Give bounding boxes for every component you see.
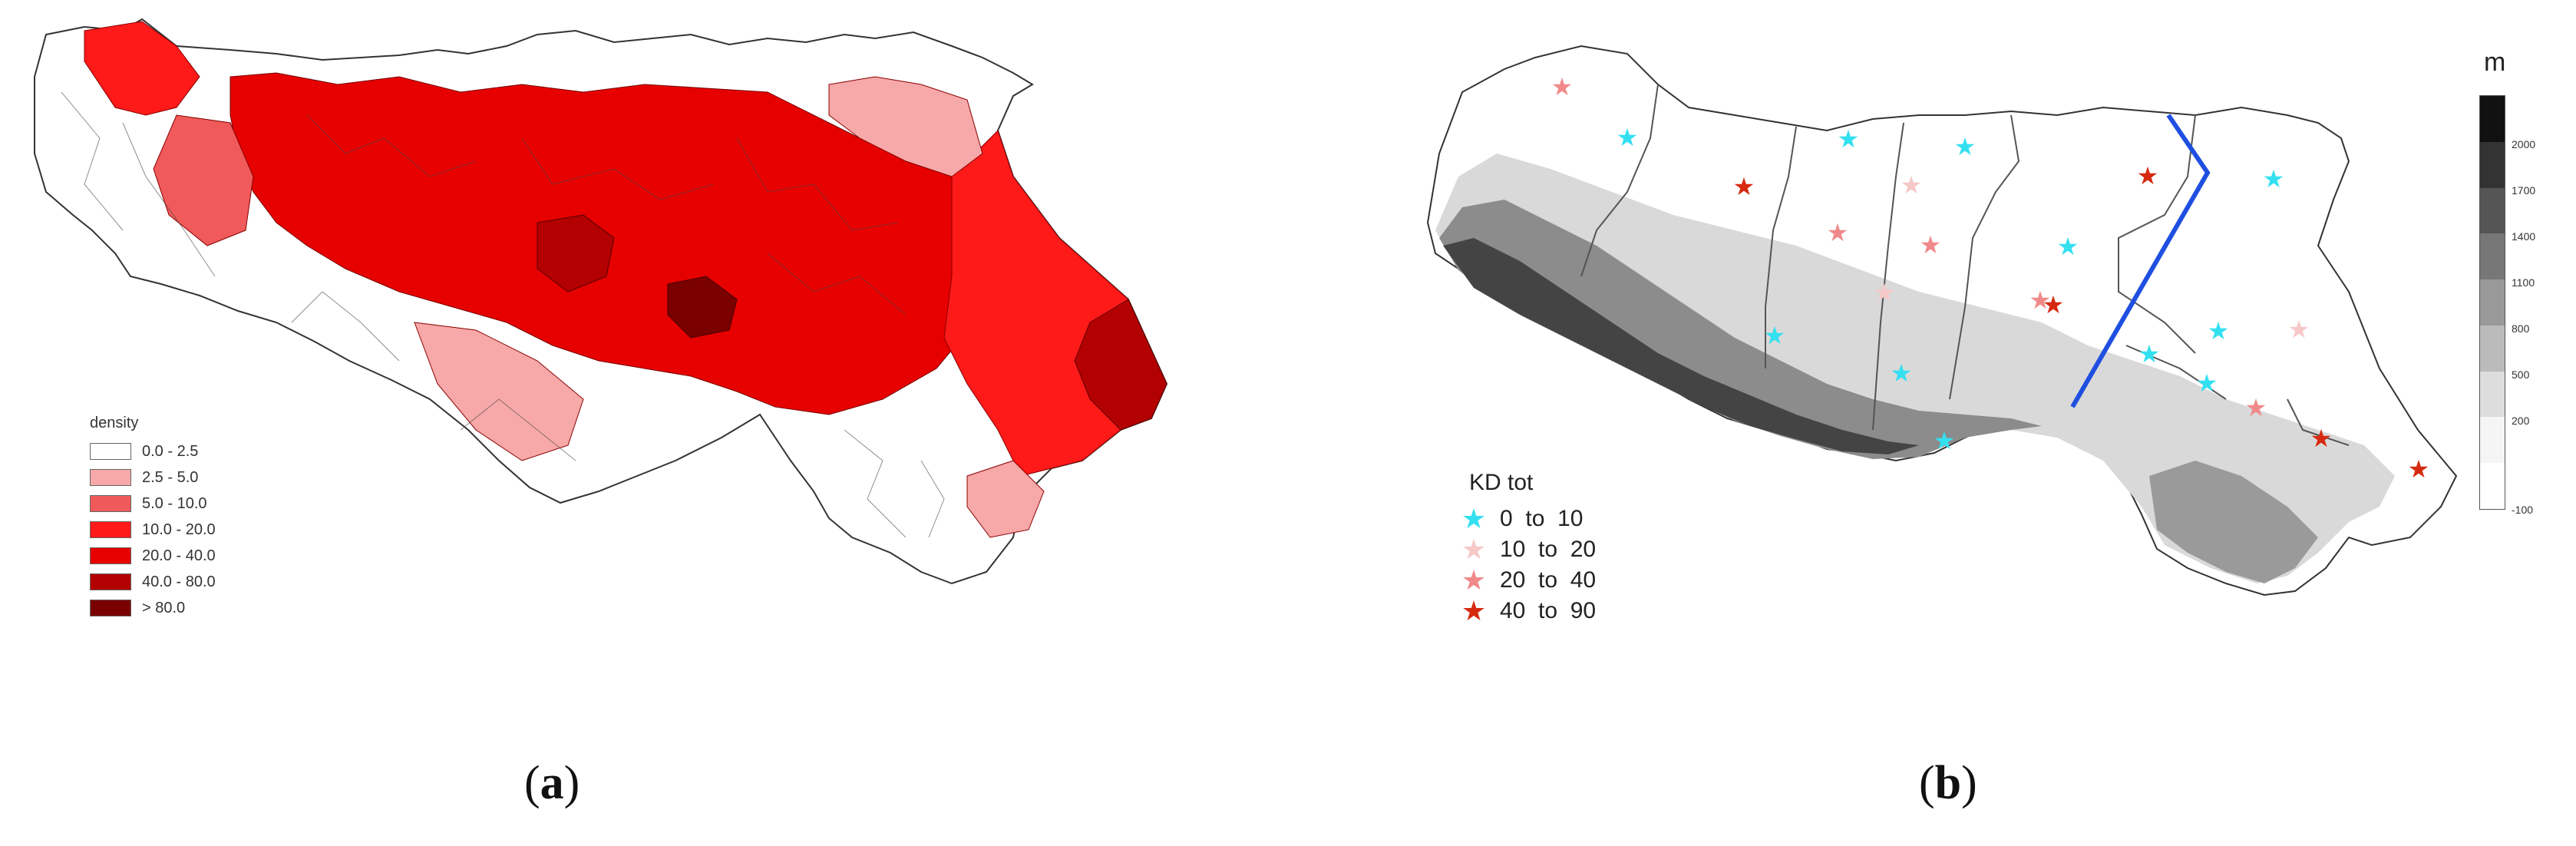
legend-label: > 80.0: [142, 599, 186, 616]
density-zone-northeast-pink: [828, 76, 983, 177]
legend-item: ★ 0 to 10: [1458, 504, 1596, 534]
legend-swatch: [90, 573, 131, 590]
legend-swatch: [90, 521, 131, 538]
star-marker: ★: [1901, 170, 1923, 200]
legend-label: 0 to 10: [1500, 506, 1584, 531]
legend-label: 10 to 20: [1500, 537, 1597, 562]
star-marker: ★: [1733, 172, 1755, 201]
terrain-southeast-band: [2149, 461, 2318, 583]
legend-label: 0.0 - 2.5: [142, 442, 199, 460]
scale-tick: 500: [2512, 368, 2530, 381]
legend-label: 20 to 40: [1500, 567, 1597, 593]
star-marker: ★: [1617, 123, 1639, 152]
density-legend: density 0.0 - 2.5 2.5 - 5.0 5.0 - 10.0 1…: [90, 415, 216, 621]
star-marker: ★: [1874, 278, 1896, 307]
scale-tick: 1100: [2512, 276, 2535, 289]
terrain-dark-band: [1443, 238, 1919, 454]
star-icon: ★: [1461, 564, 1487, 596]
legend-item: > 80.0: [90, 595, 216, 621]
scale-tick: 1400: [2512, 230, 2536, 243]
density-zone-peak-2: [667, 276, 738, 339]
terrain-mid-band: [1439, 200, 2042, 459]
legend-item: 0.0 - 2.5: [90, 438, 216, 464]
density-choropleth-map: [34, 18, 1168, 585]
scale-tick: 1700: [2512, 184, 2536, 197]
kd-legend-title: KD tot: [1469, 470, 1534, 495]
legend-swatch: [90, 495, 131, 512]
star-marker: ★: [2288, 315, 2310, 344]
scale-tick: 2000: [2512, 138, 2536, 150]
blue-divider-line: [2070, 114, 2211, 408]
star-marker: ★: [1934, 426, 1956, 455]
star-marker: ★: [2196, 368, 2218, 398]
star-marker: ★: [1827, 218, 1849, 247]
legend-label: 20.0 - 40.0: [142, 547, 216, 564]
legend-item: 5.0 - 10.0: [90, 491, 216, 517]
caption-a-letter: a: [540, 757, 564, 809]
caption-a: (a): [524, 757, 580, 809]
elevation-map: ★ ★ ★ ★ ★ ★ ★ ★ ★ ★ ★ ★ ★ ★ ★ ★ ★ ★ ★ ★ …: [1426, 45, 2458, 596]
scale-tick: -100: [2512, 504, 2534, 516]
star-marker: ★: [2408, 454, 2430, 484]
density-zone-west: [84, 21, 200, 116]
legend-item: ★ 20 to 40: [1458, 565, 1596, 596]
legend-label: 10.0 - 20.0: [142, 520, 216, 538]
star-marker: ★: [1838, 124, 1860, 154]
star-icon: ★: [1461, 595, 1487, 626]
caption-b: (b): [1919, 757, 1977, 809]
legend-item: ★ 40 to 90: [1458, 596, 1596, 626]
legend-item: 20.0 - 40.0: [90, 543, 216, 569]
legend-label: 2.5 - 5.0: [142, 468, 199, 486]
legend-label: 40.0 - 80.0: [142, 573, 216, 590]
star-marker: ★: [2138, 339, 2161, 368]
legend-label: 40 to 90: [1500, 598, 1597, 623]
legend-item: 2.5 - 5.0: [90, 464, 216, 491]
province-boundaries: [1580, 84, 2350, 446]
scale-tick: 200: [2512, 415, 2530, 427]
star-marker: ★: [2043, 290, 2065, 319]
star-marker: ★: [2310, 424, 2333, 453]
star-marker: ★: [2263, 164, 2285, 193]
star-marker: ★: [1891, 359, 1913, 388]
star-marker: ★: [2029, 286, 2052, 315]
elevation-scale: m 2000 1700 1400 1100 800 500 200 -100: [2479, 48, 2571, 516]
star-marker: ★: [2245, 393, 2267, 422]
elevation-colorbar: [2479, 95, 2505, 510]
star-icon: ★: [1461, 503, 1487, 534]
legend-item: 10.0 - 20.0: [90, 517, 216, 543]
star-icon: ★: [1461, 534, 1487, 565]
density-map-panel: density 0.0 - 2.5 2.5 - 5.0 5.0 - 10.0 1…: [0, 0, 1197, 846]
density-zone-southeast-pink: [966, 460, 1045, 538]
density-legend-title: density: [90, 415, 139, 431]
legend-swatch: [90, 469, 131, 486]
star-marker: ★: [1764, 321, 1786, 350]
density-zone-peak-1: [537, 214, 615, 292]
density-zone-light-west: [153, 114, 254, 246]
elevation-unit: m: [2484, 48, 2506, 77]
legend-item: 40.0 - 80.0: [90, 569, 216, 595]
kd-legend: KD tot ★ 0 to 10 ★ 10 to 20 ★ 20 to 40 ★ 40 …: [1458, 470, 1596, 626]
legend-label: 5.0 - 10.0: [142, 494, 207, 512]
star-marker: ★: [1551, 72, 1574, 101]
legend-swatch: [90, 443, 131, 460]
caption-b-letter: b: [1934, 757, 1962, 809]
legend-swatch: [90, 600, 131, 616]
density-zone-coast-dark: [1074, 299, 1167, 431]
density-zone-north-central: [230, 72, 999, 415]
municipality-boundaries: [61, 91, 945, 538]
star-marker: ★: [2057, 232, 2079, 261]
star-marker: ★: [2208, 316, 2230, 345]
scale-tick: 800: [2512, 322, 2530, 335]
legend-item: ★ 10 to 20: [1458, 534, 1596, 565]
star-marker: ★: [1920, 230, 1942, 259]
density-zone-south-pink: [414, 322, 584, 461]
star-marker: ★: [1954, 132, 1977, 161]
kd-stars: ★ ★ ★ ★ ★ ★ ★ ★ ★ ★ ★ ★ ★ ★ ★ ★ ★ ★ ★ ★ …: [1551, 72, 2430, 484]
star-marker: ★: [2137, 161, 2159, 190]
legend-swatch: [90, 547, 131, 564]
